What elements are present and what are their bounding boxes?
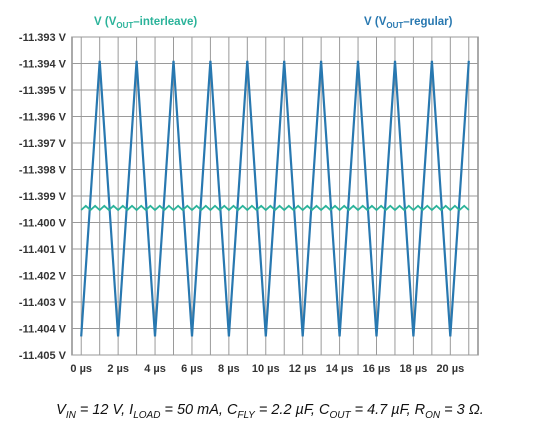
y-tick-label: -11.399 V	[19, 191, 67, 203]
caption-text: V	[56, 402, 66, 418]
x-tick-label: 10 µs	[252, 363, 280, 375]
legend-interleave: V (VOUT–interleave)	[94, 16, 197, 30]
y-tick-label: -11.404 V	[19, 324, 67, 336]
caption-subscript: FLY	[237, 409, 255, 421]
chart: -11.393 V -11.394 V -11.395 V -11.396 V -11.…	[19, 16, 479, 375]
x-tick-label: 16 µs	[363, 363, 391, 375]
y-tick-label: -11.401 V	[19, 244, 67, 256]
caption-text: = 4.7 µF, R	[350, 402, 426, 418]
y-tick-label: -11.405 V	[19, 350, 67, 362]
x-tick-label: 12 µs	[289, 363, 317, 375]
figure-caption: VIN = 12 V, ILOAD = 50 mA, CFLY = 2.2 µF…	[0, 402, 540, 421]
caption-text: = 50 mA, C	[160, 402, 238, 418]
x-tick-label: 0 µs	[70, 363, 92, 375]
caption-subscript: ON	[425, 409, 441, 421]
caption-text: = 12 V, I	[75, 402, 134, 418]
series-interleave-line	[80, 204, 470, 212]
x-tick-label: 6 µs	[181, 363, 203, 375]
x-tick-label: 4 µs	[144, 363, 166, 375]
y-tick-label: -11.402 V	[19, 271, 67, 283]
y-tick-label: -11.396 V	[19, 112, 67, 124]
caption-subscript: OUT	[329, 409, 351, 421]
x-tick-label: 18 µs	[400, 363, 428, 375]
x-tick-label: 20 µs	[436, 363, 464, 375]
x-tick-label: 8 µs	[218, 363, 240, 375]
legend-regular: V (VOUT–regular)	[364, 16, 453, 30]
caption-subscript: IN	[65, 409, 76, 421]
x-tick-label: 2 µs	[107, 363, 129, 375]
y-tick-label: -11.395 V	[19, 85, 67, 97]
x-tick-label: 14 µs	[326, 363, 354, 375]
series-regular-line	[80, 60, 470, 337]
caption-text: = 2.2 µF, C	[254, 402, 330, 418]
y-tick-label: -11.403 V	[19, 297, 67, 309]
y-tick-label: -11.400 V	[19, 218, 67, 230]
y-tick-label: -11.397 V	[19, 138, 67, 150]
caption-text: = 3 Ω.	[440, 402, 484, 418]
y-tick-label: -11.393 V	[19, 32, 67, 44]
caption-subscript: LOAD	[133, 409, 161, 421]
y-tick-label: -11.398 V	[19, 165, 67, 177]
y-tick-label: -11.394 V	[19, 59, 67, 71]
